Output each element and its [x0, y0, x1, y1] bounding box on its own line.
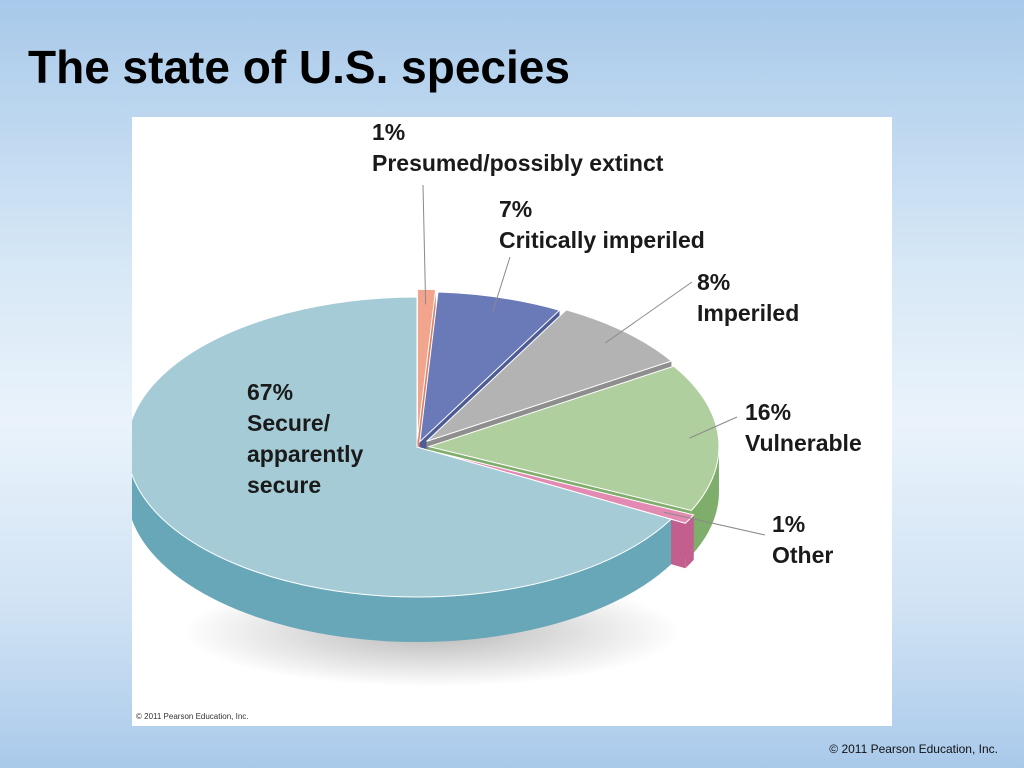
leader-line-imperiled: [604, 281, 693, 344]
slice-percent: 1%: [772, 511, 806, 537]
pie-slice-secure-apparently-secure: [132, 296, 673, 598]
slice-percent: 16%: [745, 399, 792, 425]
slide-title: The state of U.S. species: [28, 41, 570, 93]
chart-panel: 1% Presumed/possibly extinct 7% Critical…: [132, 117, 892, 726]
slice-category: Presumed/possibly extinct: [372, 150, 664, 176]
footer-credit: © 2011 Pearson Education, Inc.: [829, 742, 998, 756]
slice-category: Critically imperiled: [499, 227, 705, 253]
pie-side-vulnerable: [691, 446, 719, 556]
leader-line-presumed-possibly-extinct: [422, 184, 427, 305]
slice-percent: 8%: [697, 269, 731, 295]
pie-slice-vulnerable: [427, 365, 720, 512]
pie-slice-imperiled: [426, 309, 673, 442]
slice-category: Vulnerable: [745, 430, 862, 456]
pie-side-secure-apparently-secure: [132, 474, 672, 642]
leader-line-critically-imperiled: [492, 256, 511, 313]
slice-label-extinct: 1% Presumed/possibly extinct: [372, 117, 663, 179]
pie-slice-other: [431, 450, 695, 524]
slice-percent: 67%: [247, 379, 294, 405]
slice-label-imperiled: 8% Imperiled: [697, 267, 799, 329]
pie-chart: [132, 184, 766, 687]
slice-label-critically-imperiled: 7% Critically imperiled: [499, 194, 705, 256]
slice-category: Other: [772, 542, 834, 568]
slice-category: Imperiled: [697, 300, 800, 326]
pie-slice-critically-imperiled: [419, 291, 561, 444]
leader-line-other: [663, 511, 766, 536]
slice-label-other: 1% Other: [772, 509, 833, 571]
pie-top-faces: [132, 288, 720, 598]
slice-label-vulnerable: 16% Vulnerable: [745, 397, 862, 459]
pie-leader-lines: [422, 184, 766, 536]
pie-slice-presumed-possibly-extinct: [416, 288, 437, 440]
figure-credit: © 2011 Pearson Education, Inc.: [136, 712, 249, 721]
slice-category: Secure/ apparently secure: [247, 410, 364, 498]
slice-percent: 1%: [372, 119, 406, 145]
slice-percent: 7%: [499, 196, 533, 222]
slice-label-secure: 67% Secure/ apparently secure: [247, 377, 407, 501]
leader-line-vulnerable: [689, 416, 738, 439]
